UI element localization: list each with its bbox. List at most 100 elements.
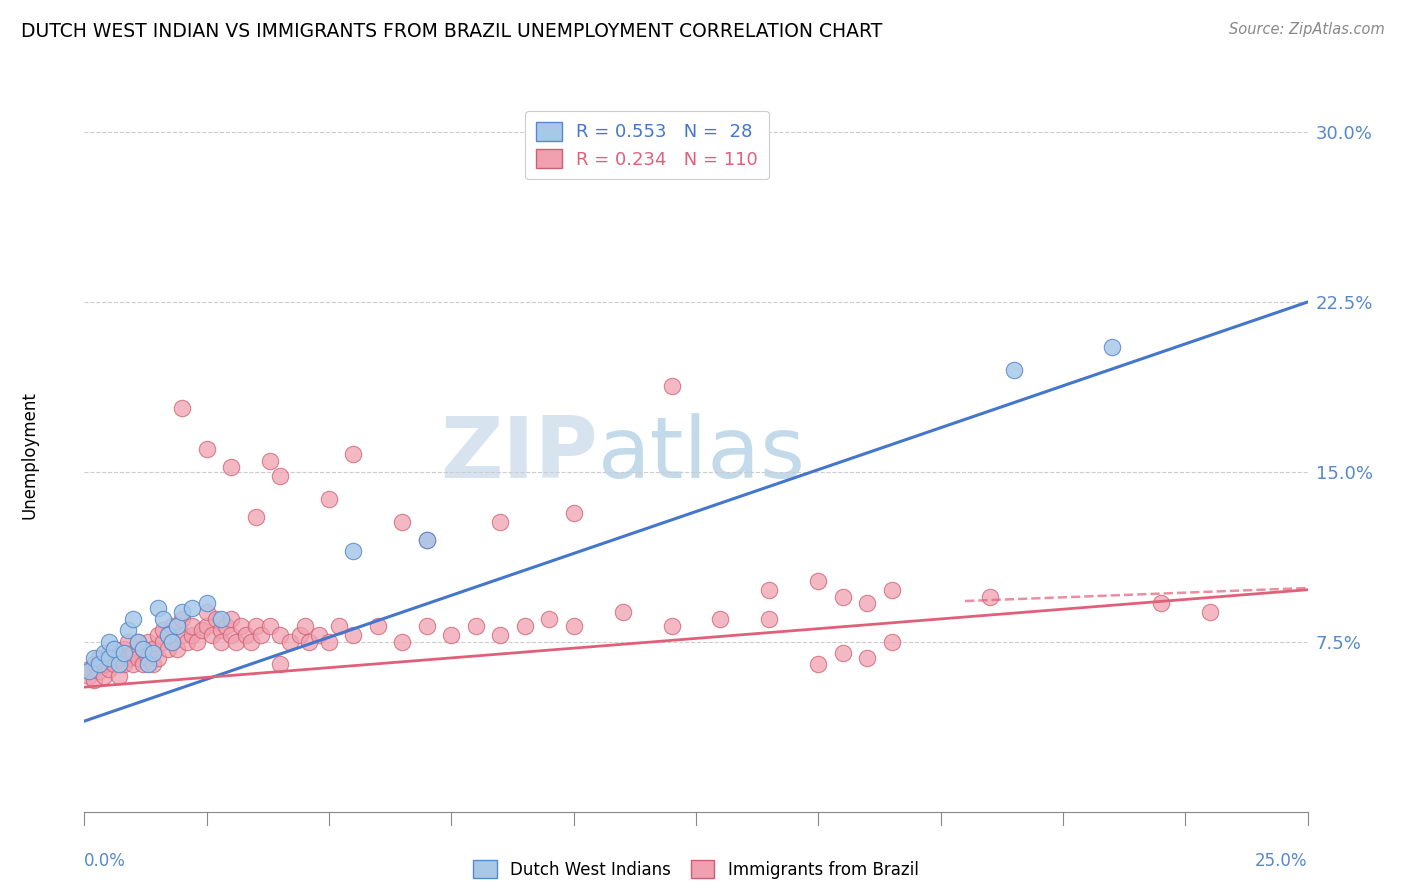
Point	[538, 612, 561, 626]
Point	[103, 641, 125, 656]
Point	[318, 635, 340, 649]
Point	[136, 650, 159, 665]
Point	[176, 635, 198, 649]
Point	[661, 619, 683, 633]
Point	[127, 635, 149, 649]
Point	[758, 582, 780, 597]
Point	[880, 582, 903, 597]
Point	[97, 662, 120, 676]
Point	[117, 650, 139, 665]
Point	[142, 657, 165, 672]
Point	[342, 628, 364, 642]
Text: ZIP: ZIP	[440, 413, 598, 497]
Point	[209, 635, 232, 649]
Point	[219, 628, 242, 642]
Text: 0.0%: 0.0%	[84, 853, 127, 871]
Point	[186, 635, 208, 649]
Point	[562, 506, 585, 520]
Point	[181, 628, 204, 642]
Point	[209, 612, 232, 626]
Point	[142, 646, 165, 660]
Point	[215, 619, 238, 633]
Point	[146, 650, 169, 665]
Point	[77, 669, 100, 683]
Point	[97, 650, 120, 665]
Point	[831, 646, 853, 660]
Point	[200, 628, 222, 642]
Point	[172, 628, 194, 642]
Point	[195, 442, 218, 457]
Point	[122, 612, 145, 626]
Point	[162, 635, 184, 649]
Point	[107, 657, 129, 672]
Point	[136, 635, 159, 649]
Point	[308, 628, 330, 642]
Point	[181, 619, 204, 633]
Point	[416, 533, 439, 547]
Point	[172, 401, 194, 416]
Point	[152, 612, 174, 626]
Point	[239, 635, 262, 649]
Point	[195, 596, 218, 610]
Point	[245, 619, 267, 633]
Point	[1150, 596, 1173, 610]
Text: DUTCH WEST INDIAN VS IMMIGRANTS FROM BRAZIL UNEMPLOYMENT CORRELATION CHART: DUTCH WEST INDIAN VS IMMIGRANTS FROM BRA…	[21, 22, 883, 41]
Point	[146, 628, 169, 642]
Point	[831, 590, 853, 604]
Point	[269, 628, 291, 642]
Point	[661, 379, 683, 393]
Point	[87, 650, 110, 665]
Point	[132, 641, 155, 656]
Point	[709, 612, 731, 626]
Point	[235, 628, 257, 642]
Point	[342, 544, 364, 558]
Point	[156, 641, 179, 656]
Point	[87, 665, 110, 679]
Point	[219, 460, 242, 475]
Point	[107, 650, 129, 665]
Point	[278, 635, 301, 649]
Point	[112, 646, 135, 660]
Point	[142, 641, 165, 656]
Point	[979, 590, 1001, 604]
Point	[489, 628, 512, 642]
Text: 25.0%: 25.0%	[1256, 853, 1308, 871]
Point	[416, 533, 439, 547]
Point	[416, 619, 439, 633]
Point	[103, 657, 125, 672]
Point	[83, 657, 105, 672]
Point	[136, 657, 159, 672]
Point	[191, 624, 214, 638]
Point	[259, 619, 281, 633]
Point	[391, 635, 413, 649]
Point	[513, 619, 536, 633]
Point	[172, 606, 194, 620]
Point	[93, 646, 115, 660]
Point	[112, 641, 135, 656]
Point	[1002, 363, 1025, 377]
Point	[249, 628, 271, 642]
Point	[856, 650, 879, 665]
Point	[152, 635, 174, 649]
Point	[83, 673, 105, 688]
Point	[181, 600, 204, 615]
Point	[758, 612, 780, 626]
Text: Source: ZipAtlas.com: Source: ZipAtlas.com	[1229, 22, 1385, 37]
Point	[229, 619, 252, 633]
Text: atlas: atlas	[598, 413, 806, 497]
Point	[132, 657, 155, 672]
Point	[127, 650, 149, 665]
Point	[880, 635, 903, 649]
Point	[77, 665, 100, 679]
Point	[117, 635, 139, 649]
Point	[77, 662, 100, 676]
Point	[122, 646, 145, 660]
Point	[195, 619, 218, 633]
Point	[162, 635, 184, 649]
Point	[146, 600, 169, 615]
Point	[391, 515, 413, 529]
Point	[117, 624, 139, 638]
Point	[97, 646, 120, 660]
Point	[103, 641, 125, 656]
Point	[807, 657, 830, 672]
